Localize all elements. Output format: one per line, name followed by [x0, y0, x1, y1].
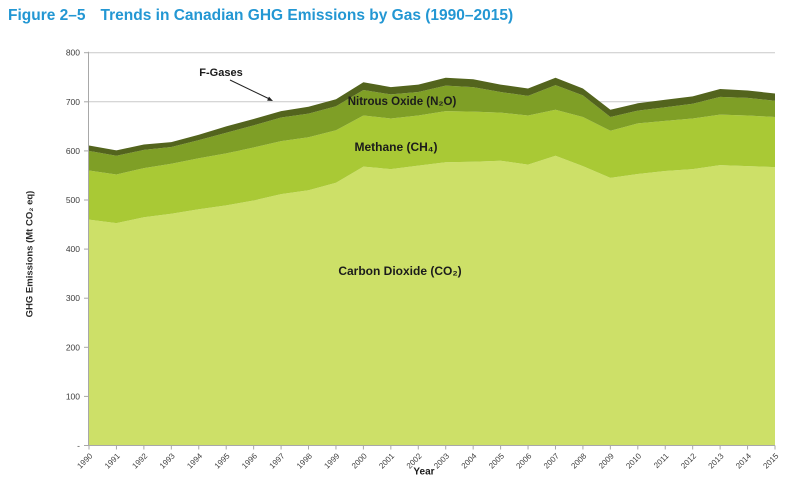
- x-tick-label-2012: 2012: [679, 451, 698, 470]
- x-tick-label-2008: 2008: [569, 451, 588, 470]
- y-tick-label-500: 500: [66, 195, 80, 205]
- x-tick-label-1992: 1992: [130, 451, 149, 470]
- y-axis-title: GHG Emissions (Mt CO₂ eq): [24, 190, 36, 318]
- x-tick-label-2006: 2006: [514, 451, 533, 470]
- x-tick-label-1996: 1996: [240, 451, 259, 470]
- y-tick-label-400: 400: [66, 244, 80, 254]
- figure-label: Figure 2–5: [8, 7, 86, 24]
- x-tick-label-2013: 2013: [707, 451, 726, 470]
- x-tick-label-2011: 2011: [652, 451, 671, 470]
- y-tick-label-700: 700: [66, 97, 80, 107]
- y-tick-label-0: -: [77, 441, 80, 451]
- f-gases-arrow-head: [267, 96, 273, 101]
- series-label-f-gases: F-Gases: [199, 67, 243, 79]
- y-tick-label-600: 600: [66, 146, 80, 156]
- x-tick-label-2014: 2014: [734, 451, 753, 470]
- series-label-methane: Methane (CH₄): [354, 140, 438, 154]
- y-tick-label-300: 300: [66, 293, 80, 303]
- x-tick-label-2004: 2004: [460, 451, 479, 470]
- y-tick-label-800: 800: [66, 48, 80, 58]
- y-tick-label-100: 100: [66, 391, 80, 401]
- x-tick-label-2010: 2010: [624, 451, 643, 470]
- x-tick-label-1999: 1999: [322, 451, 341, 470]
- x-axis-title: Year: [413, 466, 435, 478]
- x-tick-label-2003: 2003: [432, 451, 451, 470]
- x-tick-label-1994: 1994: [185, 451, 204, 470]
- series-label-nitrous-oxide: Nitrous Oxide (N₂O): [347, 96, 457, 108]
- x-tick-label-2015: 2015: [761, 451, 780, 470]
- x-tick-label-2000: 2000: [350, 451, 369, 470]
- x-tick-label-2005: 2005: [487, 451, 506, 470]
- area-series-3: [89, 77, 775, 156]
- figure-title: Trends in Canadian GHG Emissions by Gas …: [100, 7, 514, 24]
- x-tick-label-1995: 1995: [213, 451, 232, 470]
- series-label-carbon-dioxide: Carbon Dioxide (CO₂): [338, 264, 462, 278]
- y-tick-label-200: 200: [66, 342, 80, 352]
- x-tick-label-2009: 2009: [597, 451, 616, 470]
- x-tick-label-1990: 1990: [75, 451, 94, 470]
- area-series-2: [89, 85, 775, 175]
- x-tick-label-2001: 2001: [377, 451, 396, 470]
- x-tick-label-1997: 1997: [268, 451, 287, 470]
- figure-header: Figure 2–5 Trends in Canadian GHG Emissi…: [8, 7, 513, 25]
- x-tick-label-1991: 1991: [103, 451, 122, 470]
- x-tick-label-1998: 1998: [295, 451, 314, 470]
- x-tick-label-1993: 1993: [158, 451, 177, 470]
- area-series-0: [89, 155, 775, 446]
- area-series-1: [89, 109, 775, 224]
- f-gases-arrow-line: [229, 79, 270, 100]
- x-tick-label-2007: 2007: [542, 451, 561, 470]
